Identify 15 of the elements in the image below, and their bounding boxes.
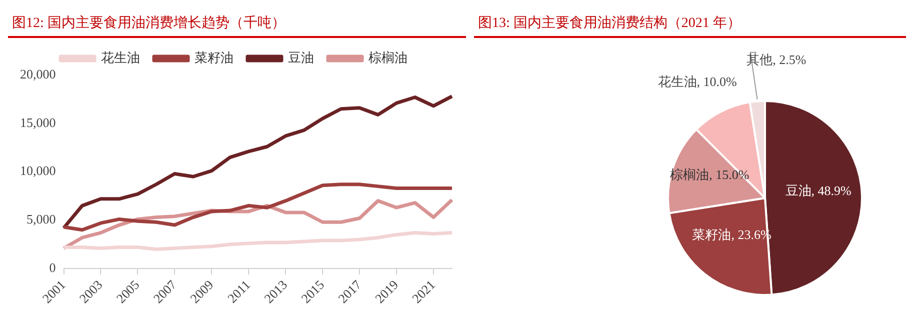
- slice-label: 豆油, 48.9%: [785, 182, 852, 200]
- y-tick-label: 5,000: [26, 212, 56, 227]
- chart-title: 图12: 国内主要食用油消费增长趋势（千吨）: [8, 8, 466, 38]
- legend-label: 棕榈油: [368, 50, 408, 65]
- y-tick-label: 10,000: [20, 163, 56, 178]
- y-tick-label: 0: [49, 260, 56, 276]
- y-tick-label: 15,000: [20, 114, 56, 130]
- slice-label: 其他, 2.5%: [746, 51, 806, 70]
- slice-label: 花生油, 10.0%: [658, 72, 737, 91]
- legend-label: 豆油: [288, 50, 314, 65]
- legend-label: 菜籽油: [194, 50, 234, 65]
- x-tick-label: 2021: [409, 277, 438, 306]
- y-tick-label: 20,000: [20, 66, 56, 82]
- chart-title: 图13: 国内主要食用油消费结构（2021 年）: [474, 8, 906, 38]
- legend-label: 花生油: [101, 50, 140, 65]
